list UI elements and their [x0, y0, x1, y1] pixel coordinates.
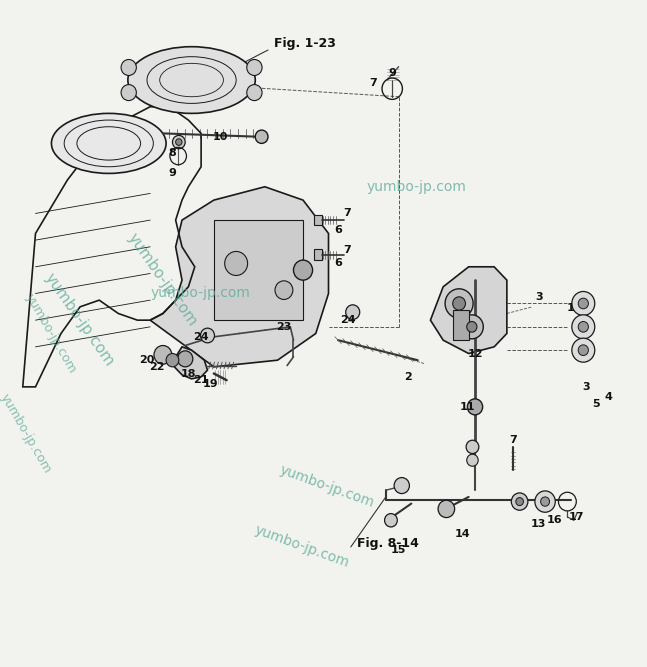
Circle shape: [154, 346, 172, 364]
Circle shape: [445, 289, 473, 318]
Circle shape: [572, 338, 595, 362]
Circle shape: [247, 59, 262, 75]
Polygon shape: [150, 187, 329, 367]
Text: yumbo-jp.com: yumbo-jp.com: [125, 231, 200, 329]
Text: 7: 7: [509, 436, 517, 445]
Circle shape: [201, 328, 215, 343]
Circle shape: [466, 454, 478, 466]
Circle shape: [394, 478, 410, 494]
Circle shape: [166, 354, 179, 367]
Text: yumbo-jp.com: yumbo-jp.com: [23, 291, 79, 376]
Circle shape: [572, 315, 595, 339]
Circle shape: [256, 130, 268, 143]
Circle shape: [578, 321, 588, 332]
Text: 3: 3: [583, 382, 590, 392]
Text: 5: 5: [592, 399, 600, 408]
Circle shape: [345, 305, 360, 319]
Circle shape: [541, 497, 549, 506]
Text: 12: 12: [467, 349, 483, 358]
Text: 2: 2: [404, 372, 412, 382]
Circle shape: [516, 498, 523, 506]
Bar: [314, 249, 322, 260]
Text: 9: 9: [168, 169, 177, 178]
Text: 1: 1: [567, 303, 575, 313]
Circle shape: [461, 315, 483, 339]
Circle shape: [578, 345, 588, 356]
Text: 7: 7: [344, 209, 351, 218]
Circle shape: [294, 260, 313, 280]
Text: 10: 10: [213, 132, 228, 141]
Text: 21: 21: [193, 376, 209, 385]
Polygon shape: [430, 267, 507, 354]
Text: 18: 18: [181, 369, 196, 378]
Bar: [314, 215, 322, 225]
Circle shape: [467, 399, 483, 415]
Text: 13: 13: [531, 519, 547, 528]
Text: 6: 6: [334, 259, 342, 268]
Text: yumbo-jp.com: yumbo-jp.com: [150, 287, 250, 300]
Bar: [214, 220, 303, 320]
Text: yumbo-jp.com: yumbo-jp.com: [278, 464, 376, 510]
Ellipse shape: [128, 47, 256, 113]
Circle shape: [225, 251, 248, 275]
Circle shape: [535, 491, 555, 512]
Circle shape: [173, 135, 185, 149]
Text: yumbo-jp.com: yumbo-jp.com: [42, 271, 117, 370]
Text: 3: 3: [535, 292, 543, 301]
Text: 20: 20: [139, 356, 155, 365]
Text: Fig. 1-23: Fig. 1-23: [274, 37, 336, 50]
Text: 11: 11: [459, 402, 475, 412]
Circle shape: [275, 281, 293, 299]
Circle shape: [466, 321, 477, 332]
Circle shape: [453, 297, 465, 310]
Text: 22: 22: [149, 362, 164, 372]
Text: 9: 9: [388, 69, 396, 78]
Circle shape: [121, 85, 137, 101]
Circle shape: [438, 500, 455, 518]
Bar: [453, 310, 468, 340]
Text: 24: 24: [193, 332, 209, 342]
Text: 16: 16: [547, 516, 562, 525]
Circle shape: [384, 514, 397, 527]
Circle shape: [572, 291, 595, 315]
Text: 19: 19: [203, 379, 219, 388]
Text: Fig. 8-14: Fig. 8-14: [357, 537, 419, 550]
Text: 24: 24: [340, 315, 355, 325]
Text: 7: 7: [369, 79, 377, 88]
Circle shape: [466, 440, 479, 454]
Circle shape: [578, 298, 588, 309]
Text: 4: 4: [605, 392, 613, 402]
Text: yumbo-jp.com: yumbo-jp.com: [252, 524, 351, 570]
Circle shape: [511, 493, 528, 510]
Circle shape: [121, 59, 137, 75]
Circle shape: [177, 351, 193, 367]
Circle shape: [247, 85, 262, 101]
Text: 8: 8: [169, 149, 177, 158]
Text: 14: 14: [454, 529, 470, 538]
Text: 17: 17: [569, 512, 585, 522]
Text: 23: 23: [276, 322, 292, 331]
Text: 15: 15: [391, 546, 406, 555]
Text: yumbo-jp.com: yumbo-jp.com: [0, 392, 54, 476]
Text: 7: 7: [344, 245, 351, 255]
Ellipse shape: [51, 113, 166, 173]
Circle shape: [175, 139, 182, 145]
Text: yumbo-jp.com: yumbo-jp.com: [367, 180, 466, 193]
Polygon shape: [175, 347, 208, 379]
Text: 6: 6: [334, 225, 342, 235]
